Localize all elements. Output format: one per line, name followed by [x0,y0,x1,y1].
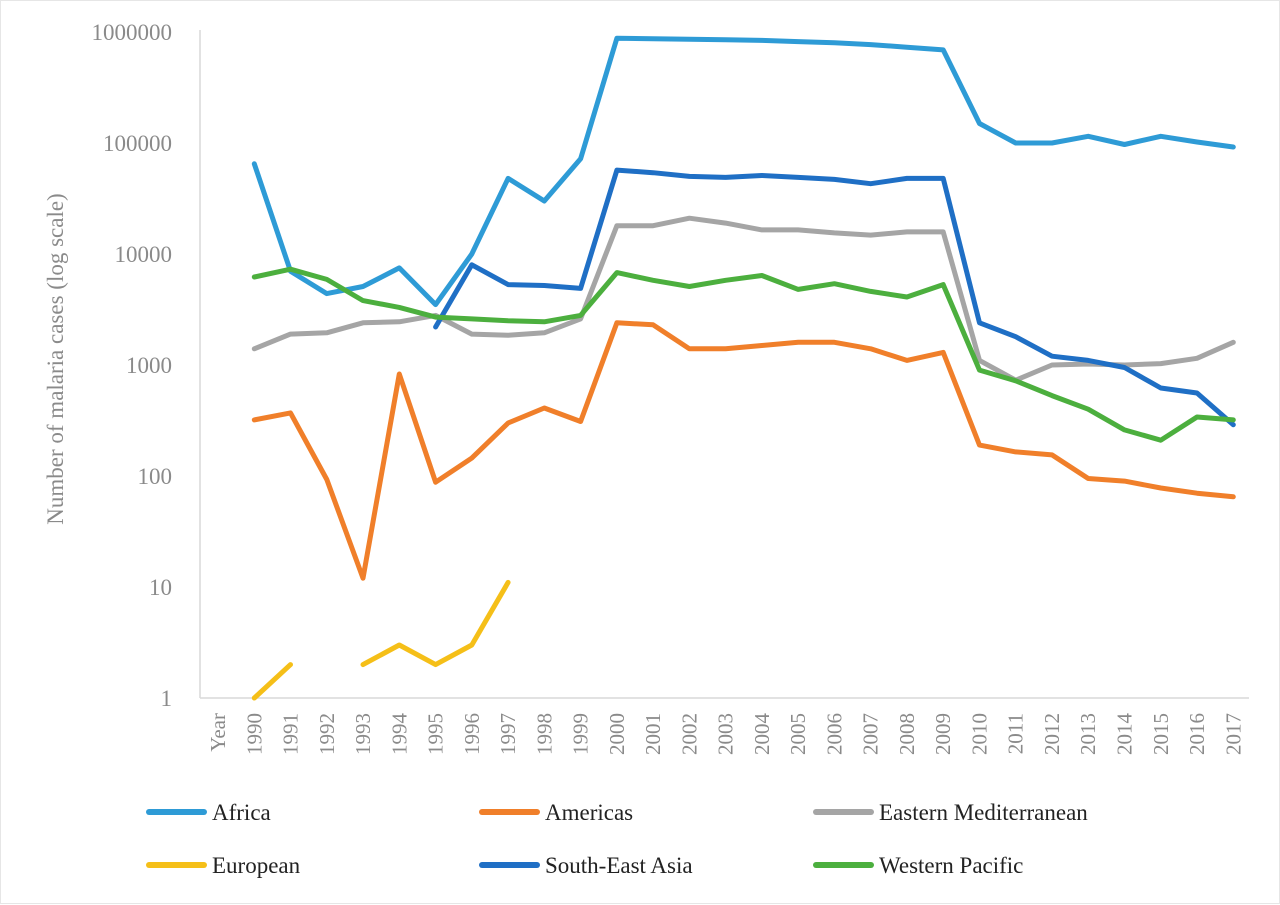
x-tick-label: 1996 [460,713,484,755]
y-tick-label: 10 [149,575,172,600]
legend-item-americas: Americas [482,800,633,825]
y-tick-label: 1 [161,686,173,711]
x-tick-label: 2006 [822,713,846,755]
x-tick-label: 2013 [1076,713,1100,755]
legend-label: European [212,853,301,878]
x-tick-label: 2016 [1185,713,1209,755]
x-tick-label: 2010 [967,713,991,755]
x-tick-label: 2001 [641,713,665,755]
x-tick-label: 1993 [351,713,375,755]
x-axis-title-year: Year [206,713,230,752]
y-tick-labels: 1 10 100 1000 10000 100000 1000000 [92,20,173,711]
series-line-european [363,582,508,664]
legend-label: Africa [212,800,271,825]
y-tick-label: 10000 [115,242,173,267]
y-tick-label: 100000 [103,131,172,156]
series-line-south-east-asia [436,170,1234,425]
x-tick-label: 2003 [714,713,738,755]
legend-item-africa: Africa [149,800,271,825]
x-tick-label: 2011 [1004,713,1028,754]
y-tick-label: 1000000 [92,20,173,45]
x-tick-label: 1990 [242,713,266,755]
legend-item-european: European [149,853,301,878]
x-tick-label: 2000 [605,713,629,755]
legend-label: South-East Asia [545,853,693,878]
x-tick-label: 1998 [532,713,556,755]
series-european [254,582,508,698]
series-western-pacific [254,269,1233,440]
x-tick-label: 2004 [750,713,774,756]
x-tick-labels: Year 1990 1991 1992 1993 1994 1995 1996 1997 1998… [206,713,1245,756]
series-south-east-asia [436,170,1234,425]
series-africa [254,38,1233,304]
legend: Africa Americas Eastern Mediterranean Europ… [149,800,1088,878]
legend-label: Americas [545,800,633,825]
series-line-eastern-mediterranean [254,218,1233,380]
legend-label: Western Pacific [879,853,1023,878]
legend-item-eastern-mediterranean: Eastern Mediterranean [816,800,1088,825]
legend-label: Eastern Mediterranean [879,800,1088,825]
x-tick-label: 1994 [387,713,411,756]
x-tick-label: 2005 [786,713,810,755]
x-tick-label: 1992 [315,713,339,755]
x-tick-label: 2009 [931,713,955,755]
series-layer [254,38,1233,698]
x-tick-label: 2002 [677,713,701,755]
legend-item-south-east-asia: South-East Asia [482,853,693,878]
x-tick-label: 1997 [496,713,520,755]
x-tick-label: 2017 [1221,713,1245,755]
x-tick-label: 1991 [279,713,303,755]
x-tick-label: 1999 [569,713,593,755]
x-tick-label: 2008 [895,713,919,755]
series-line-africa [254,38,1233,304]
x-tick-label: 2015 [1149,713,1173,755]
series-line-western-pacific [254,269,1233,440]
series-eastern-mediterranean [254,218,1233,380]
y-axis-title: Number of malaria cases (log scale) [43,193,68,524]
x-tick-label: 1995 [424,713,448,755]
y-tick-label: 1000 [126,353,172,378]
series-line-european [254,665,290,698]
x-tick-label: 2014 [1113,713,1137,756]
x-tick-label: 2007 [859,713,883,755]
legend-item-western-pacific: Western Pacific [816,853,1023,878]
x-tick-label: 2012 [1040,713,1064,755]
y-tick-label: 100 [138,464,173,489]
